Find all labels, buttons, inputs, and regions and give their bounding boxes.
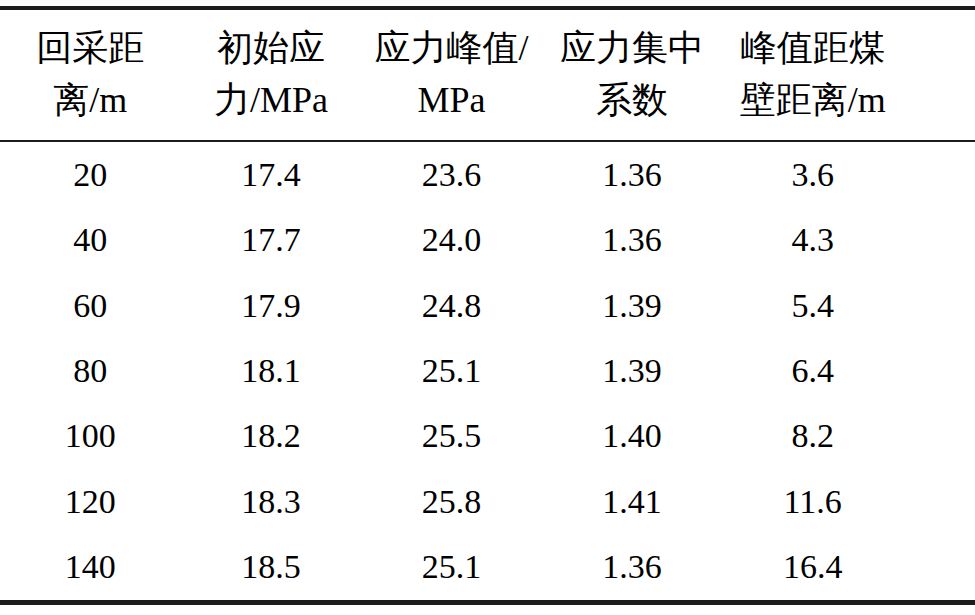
column-header-line1: 峰值距煤 (722, 22, 903, 74)
table-cell: 18.1 (181, 354, 362, 388)
column-header: 峰值距煤壁距离/m (722, 22, 903, 126)
table-cell: 18.3 (181, 485, 362, 519)
column-header-line1: 应力集中 (542, 22, 723, 74)
column-header: 回采距离/m (0, 22, 181, 126)
table-cell: 80 (0, 354, 181, 388)
table-cell: 18.2 (181, 419, 362, 453)
table-cell: 17.9 (181, 289, 362, 323)
column-header: 应力集中系数 (542, 22, 723, 126)
table-cell: 6.4 (722, 354, 903, 388)
table-cell: 25.5 (361, 419, 542, 453)
table-row: 8018.125.11.396.4 (0, 354, 903, 388)
table-cell: 17.4 (181, 158, 362, 192)
table-cell: 100 (0, 419, 181, 453)
table-cell: 40 (0, 223, 181, 257)
table-body: 2017.423.61.363.64017.724.01.364.36017.9… (0, 142, 975, 600)
table-row: 6017.924.81.395.4 (0, 289, 903, 323)
column-header-line2: MPa (361, 74, 542, 126)
table-cell: 5.4 (722, 289, 903, 323)
table-bottom-rule (0, 600, 975, 605)
table-cell: 1.40 (542, 419, 723, 453)
table-cell: 1.39 (542, 354, 723, 388)
column-header-line2: 离/m (0, 74, 181, 126)
column-header-line1: 回采距 (0, 22, 181, 74)
table-cell: 11.6 (722, 485, 903, 519)
table-cell: 25.1 (361, 550, 542, 584)
table-row: 14018.525.11.3616.4 (0, 550, 903, 584)
table-cell: 140 (0, 550, 181, 584)
table-cell: 23.6 (361, 158, 542, 192)
table-cell: 18.5 (181, 550, 362, 584)
table-row: 10018.225.51.408.2 (0, 419, 903, 453)
table-cell: 4.3 (722, 223, 903, 257)
table-cell: 25.8 (361, 485, 542, 519)
table-header: 回采距离/m初始应力/MPa应力峰值/MPa应力集中系数峰值距煤壁距离/m (0, 10, 975, 140)
table-cell: 1.41 (542, 485, 723, 519)
table-cell: 1.36 (542, 158, 723, 192)
column-header-line2: 系数 (542, 74, 723, 126)
paper-table-page: 回采距离/m初始应力/MPa应力峰值/MPa应力集中系数峰值距煤壁距离/m 20… (0, 0, 975, 615)
table-cell: 24.0 (361, 223, 542, 257)
table-cell: 120 (0, 485, 181, 519)
column-header-line2: 力/MPa (181, 74, 362, 126)
table-cell: 24.8 (361, 289, 542, 323)
column-header: 应力峰值/MPa (361, 22, 542, 126)
table-cell: 20 (0, 158, 181, 192)
column-header: 初始应力/MPa (181, 22, 362, 126)
table-cell: 3.6 (722, 158, 903, 192)
table-cell: 1.39 (542, 289, 723, 323)
table-row: 12018.325.81.4111.6 (0, 485, 903, 519)
column-header-line1: 应力峰值/ (361, 22, 542, 74)
table-cell: 60 (0, 289, 181, 323)
table-row: 4017.724.01.364.3 (0, 223, 903, 257)
table-cell: 16.4 (722, 550, 903, 584)
table-cell: 25.1 (361, 354, 542, 388)
table-cell: 1.36 (542, 550, 723, 584)
table-cell: 8.2 (722, 419, 903, 453)
table-cell: 17.7 (181, 223, 362, 257)
table-row: 2017.423.61.363.6 (0, 158, 903, 192)
column-header-line1: 初始应 (181, 22, 362, 74)
table-cell: 1.36 (542, 223, 723, 257)
column-header-line2: 壁距离/m (722, 74, 903, 126)
